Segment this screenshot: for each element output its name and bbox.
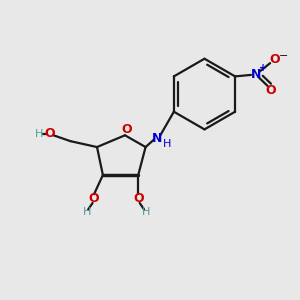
Text: H: H (163, 139, 171, 148)
Text: O: O (121, 124, 132, 136)
Text: N: N (152, 132, 163, 145)
Text: −: − (279, 51, 288, 61)
Text: H: H (141, 207, 150, 218)
Text: O: O (266, 84, 276, 97)
Text: H: H (82, 207, 91, 218)
Text: O: O (45, 127, 55, 140)
Text: O: O (133, 192, 143, 205)
Text: +: + (259, 63, 267, 74)
Text: O: O (269, 53, 280, 66)
Text: O: O (89, 192, 99, 205)
Text: N: N (251, 68, 262, 81)
Text: H: H (34, 129, 43, 139)
